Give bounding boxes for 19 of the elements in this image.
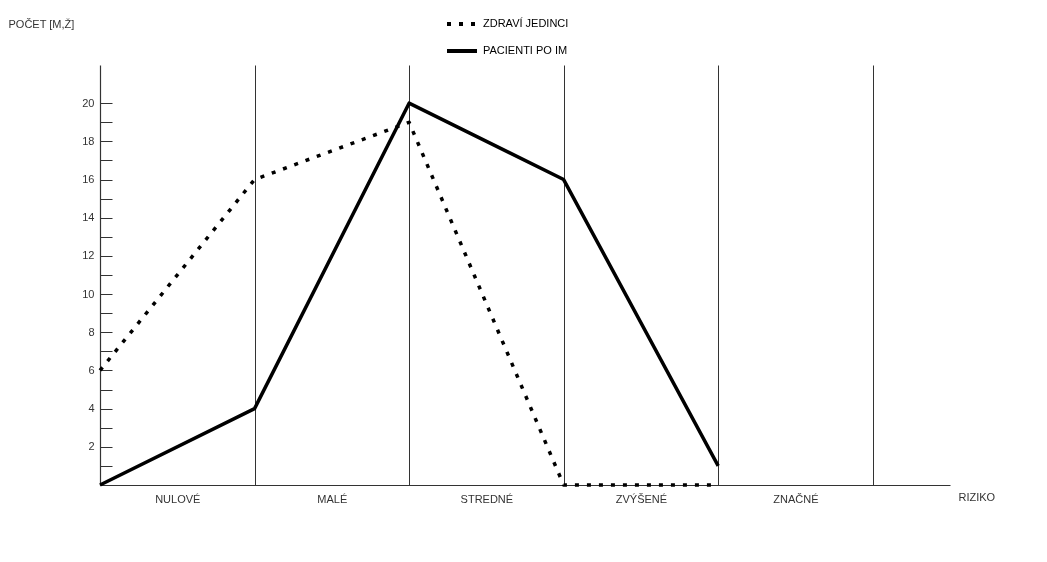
x-tick-label: MALÉ [317, 492, 348, 505]
x-axis-title: RIZIKO [958, 490, 996, 503]
y-tick-label: 18 [82, 134, 95, 147]
y-tick-label: 2 [88, 440, 95, 453]
x-tick-label: NULOVÉ [155, 492, 201, 505]
y-tick-label: 10 [82, 287, 95, 300]
y-tick-label: 8 [88, 325, 95, 338]
legend-label: PACIENTI PO IM [483, 44, 568, 56]
x-tick-label: STREDNÉ [460, 492, 514, 505]
y-tick-label: 6 [88, 363, 95, 376]
y-tick-label: 12 [82, 249, 95, 262]
y-tick-label: 16 [82, 173, 95, 186]
y-tick-label: 20 [82, 96, 95, 109]
y-tick-label: 4 [88, 402, 95, 415]
y-axis-title: POČET [M,Ž] [8, 17, 75, 30]
x-tick-label: ZNAČNÉ [773, 492, 819, 505]
x-tick-label: ZVÝŠENÉ [615, 492, 668, 505]
legend-label: ZDRAVÍ JEDINCI [483, 17, 569, 29]
y-tick-label: 14 [82, 211, 95, 224]
